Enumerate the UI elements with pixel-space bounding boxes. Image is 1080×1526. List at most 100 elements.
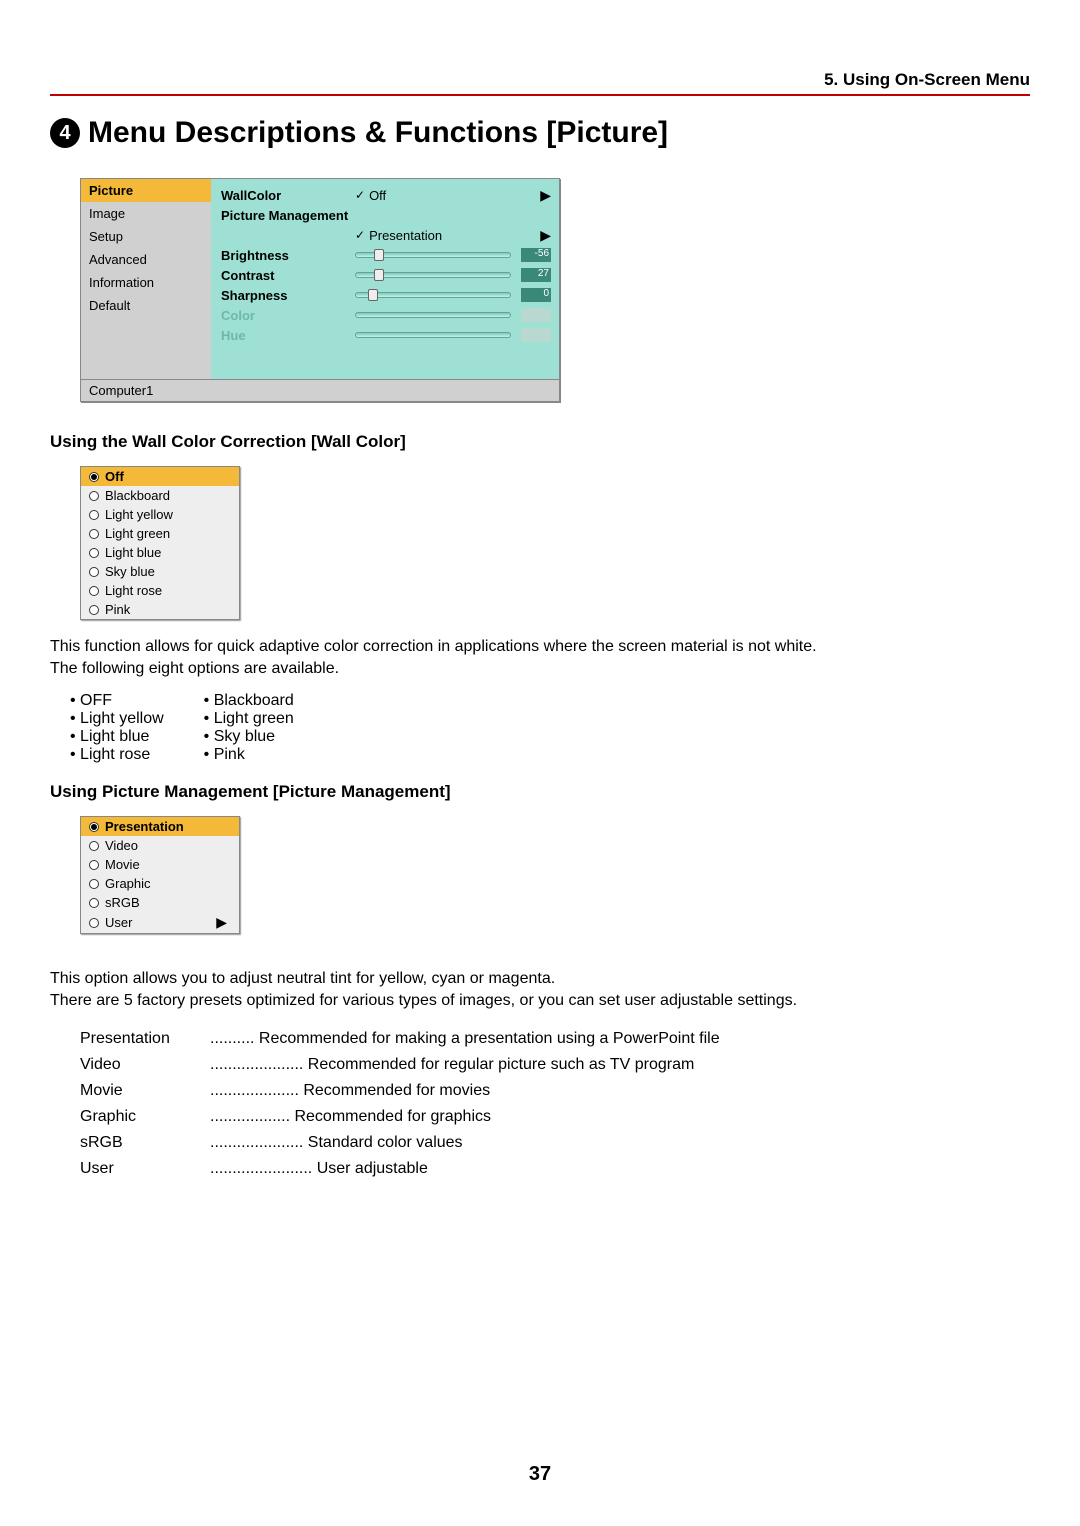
radio-icon (89, 841, 99, 851)
sidebar-item-picture[interactable]: Picture (81, 179, 211, 202)
title-number-badge: 4 (50, 118, 80, 148)
radio-icon (89, 491, 99, 501)
wallcolor-desc1: This function allows for quick adaptive … (50, 638, 1030, 656)
menu-footer: Computer1 (81, 379, 559, 401)
preset-name: Movie (80, 1082, 210, 1100)
page-number: 37 (529, 1463, 551, 1486)
radio-label: Pink (105, 602, 130, 617)
preset-name: Graphic (80, 1108, 210, 1126)
sidebar-item-setup[interactable]: Setup (81, 225, 211, 248)
radio-icon (89, 605, 99, 615)
radio-icon (89, 510, 99, 520)
radio-option-light-yellow[interactable]: Light yellow (81, 505, 239, 524)
slider-track[interactable] (355, 292, 511, 298)
preset-list: Presentation .......... Recommended for … (80, 1030, 1030, 1178)
check-icon: ✓ (355, 228, 365, 242)
slider-value: 27 (521, 268, 551, 282)
radio-option-graphic[interactable]: Graphic (81, 874, 239, 893)
bullet-item: Light blue (70, 728, 164, 746)
radio-label: Light blue (105, 545, 161, 560)
radio-label: Graphic (105, 876, 151, 891)
page-title: 4 Menu Descriptions & Functions [Picture… (50, 116, 1030, 150)
slider-label: Brightness (221, 248, 351, 263)
title-text: Menu Descriptions & Functions [Picture] (88, 116, 668, 150)
menu-content: WallColor ✓ Off ▶ Picture Management ✓ P… (211, 179, 559, 379)
radio-label: Movie (105, 857, 140, 872)
wallcolor-row[interactable]: WallColor ✓ Off ▶ (221, 185, 551, 205)
radio-option-light-green[interactable]: Light green (81, 524, 239, 543)
menu-sidebar: PictureImageSetupAdvancedInformationDefa… (81, 179, 211, 379)
picmgmt-value: Presentation (369, 228, 442, 243)
radio-label: Presentation (105, 819, 184, 834)
radio-option-sky-blue[interactable]: Sky blue (81, 562, 239, 581)
preset-desc: .......... Recommended for making a pres… (210, 1030, 720, 1048)
radio-label: Video (105, 838, 138, 853)
preset-desc: ..................... Recommended for re… (210, 1056, 694, 1074)
brightness-slider-row[interactable]: Brightness -56 (221, 245, 551, 265)
color-slider-row: Color (221, 305, 551, 325)
wallcolor-radio-panel: Off Blackboard Light yellow Light green Ligh… (80, 466, 240, 620)
check-icon: ✓ (355, 188, 365, 202)
slider-label: Sharpness (221, 288, 351, 303)
radio-label: Off (105, 469, 124, 484)
radio-option-video[interactable]: Video (81, 836, 239, 855)
preset-name: Video (80, 1056, 210, 1074)
preset-name: User (80, 1160, 210, 1178)
bullet-item: Blackboard (204, 692, 294, 710)
slider-thumb[interactable] (368, 289, 378, 301)
preset-desc: .................... Recommended for mov… (210, 1082, 490, 1100)
slider-thumb[interactable] (374, 249, 384, 261)
picmgmt-row[interactable]: ✓ Presentation ▶ (221, 225, 551, 245)
picmgmt-label: Picture Management (221, 208, 348, 223)
sidebar-item-default[interactable]: Default (81, 294, 211, 317)
radio-option-blackboard[interactable]: Blackboard (81, 486, 239, 505)
sidebar-item-image[interactable]: Image (81, 202, 211, 225)
radio-option-user[interactable]: User▶ (81, 912, 239, 933)
radio-option-light-rose[interactable]: Light rose (81, 581, 239, 600)
picmgmt-desc2: There are 5 factory presets optimized fo… (50, 992, 1030, 1010)
radio-icon (89, 529, 99, 539)
bullet-item: Light rose (70, 746, 164, 764)
preset-row-srgb: sRGB ..................... Standard colo… (80, 1134, 1030, 1152)
radio-option-off[interactable]: Off (81, 467, 239, 486)
preset-row-video: Video ..................... Recommended … (80, 1056, 1030, 1074)
radio-option-light-blue[interactable]: Light blue (81, 543, 239, 562)
radio-option-movie[interactable]: Movie (81, 855, 239, 874)
sidebar-item-advanced[interactable]: Advanced (81, 248, 211, 271)
bullet-item: OFF (70, 692, 164, 710)
radio-icon (89, 567, 99, 577)
slider-label: Hue (221, 328, 351, 343)
slider-value (521, 328, 551, 342)
radio-label: Light yellow (105, 507, 173, 522)
radio-option-presentation[interactable]: Presentation (81, 817, 239, 836)
picmgmt-desc1: This option allows you to adjust neutral… (50, 970, 1030, 988)
slider-track[interactable] (355, 272, 511, 278)
wallcolor-label: WallColor (221, 188, 351, 203)
bullet-item: Pink (204, 746, 294, 764)
radio-icon (89, 586, 99, 596)
slider-track[interactable] (355, 252, 511, 258)
radio-icon (89, 918, 99, 928)
slider-thumb[interactable] (374, 269, 384, 281)
radio-label: Light rose (105, 583, 162, 598)
radio-label: sRGB (105, 895, 140, 910)
hue-slider-row: Hue (221, 325, 551, 345)
radio-label: Blackboard (105, 488, 170, 503)
preset-row-movie: Movie .................... Recommended f… (80, 1082, 1030, 1100)
picture-menu-panel: PictureImageSetupAdvancedInformationDefa… (80, 178, 560, 402)
radio-option-srgb[interactable]: sRGB (81, 893, 239, 912)
picmgmt-heading: Using Picture Management [Picture Manage… (50, 782, 1030, 802)
slider-value: -56 (521, 248, 551, 262)
slider-value (521, 308, 551, 322)
preset-row-user: User ....................... User adjust… (80, 1160, 1030, 1178)
radio-label: Sky blue (105, 564, 155, 579)
bullet-item: Light yellow (70, 710, 164, 728)
sharpness-slider-row[interactable]: Sharpness0 (221, 285, 551, 305)
preset-row-graphic: Graphic .................. Recommended f… (80, 1108, 1030, 1126)
chevron-right-icon: ▶ (540, 187, 551, 204)
contrast-slider-row[interactable]: Contrast27 (221, 265, 551, 285)
sidebar-item-information[interactable]: Information (81, 271, 211, 294)
radio-option-pink[interactable]: Pink (81, 600, 239, 619)
radio-icon (89, 879, 99, 889)
preset-desc: ....................... User adjustable (210, 1160, 428, 1178)
